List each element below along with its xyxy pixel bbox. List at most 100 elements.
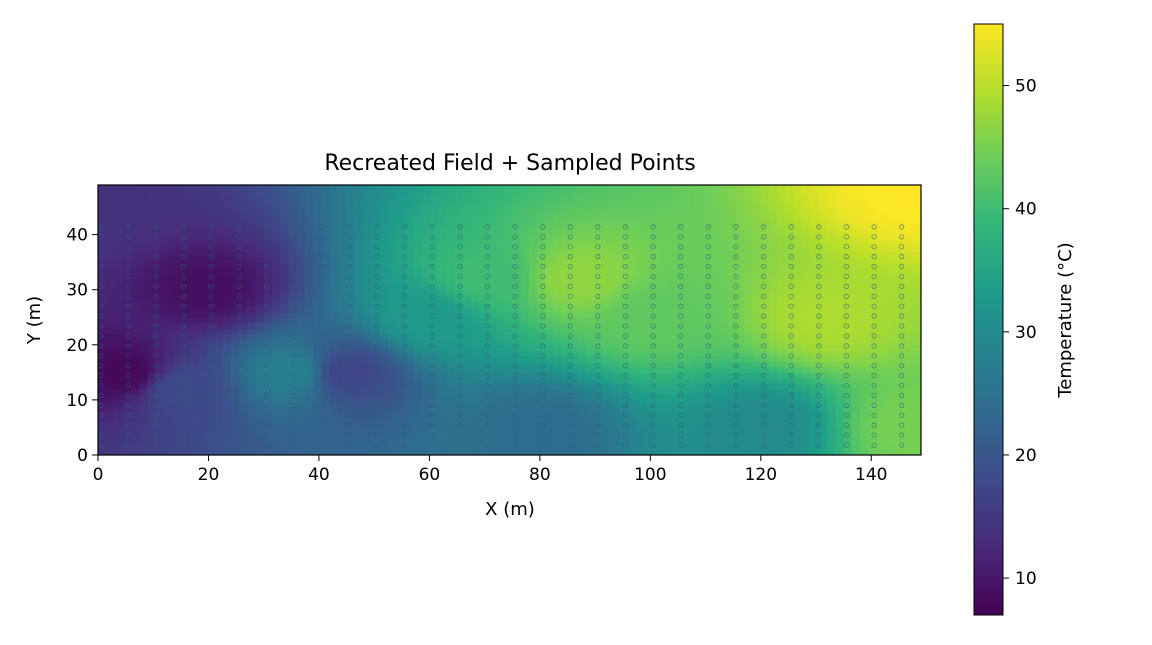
heatmap-cell: [528, 416, 538, 423]
heatmap-cell: [677, 339, 687, 346]
heatmap-cell: [545, 300, 555, 307]
heatmap-cell: [561, 311, 571, 318]
sample-point: [181, 283, 187, 289]
heatmap-cell: [412, 212, 422, 219]
heatmap-cell: [876, 344, 886, 351]
heatmap-cell: [470, 212, 480, 219]
heatmap-cell: [512, 317, 522, 324]
heatmap-cell: [793, 190, 803, 197]
heatmap-cell: [835, 383, 845, 390]
heatmap-cell: [777, 372, 787, 379]
heatmap-cell: [363, 394, 373, 401]
heatmap-cell: [156, 196, 165, 203]
heatmap-cell: [860, 212, 870, 219]
heatmap-cell: [98, 366, 107, 373]
heatmap-cell: [338, 388, 348, 395]
heatmap-cell: [528, 372, 538, 379]
heatmap-cell: [247, 328, 257, 335]
heatmap-cell: [876, 421, 886, 429]
heatmap-cell: [793, 251, 803, 258]
heatmap-cell: [495, 240, 505, 247]
heatmap-cell: [752, 388, 762, 395]
heatmap-cell: [885, 251, 894, 258]
heatmap-cell: [280, 207, 290, 214]
heatmap-cell: [495, 405, 505, 412]
heatmap-cell: [197, 333, 207, 340]
heatmap-cell: [777, 416, 787, 423]
heatmap-cell: [338, 328, 348, 335]
heatmap-cell: [669, 366, 679, 373]
heatmap-cell: [719, 322, 729, 329]
heatmap-cell: [238, 278, 248, 285]
heatmap-cell: [810, 278, 820, 285]
heatmap-cell: [156, 350, 165, 357]
heatmap-cell: [769, 185, 778, 192]
heatmap-cell: [653, 212, 662, 219]
heatmap-cell: [131, 421, 141, 429]
heatmap-cell: [387, 322, 397, 329]
heatmap-cell: [628, 306, 638, 313]
heatmap-cell: [611, 300, 621, 307]
heatmap-cell: [338, 421, 348, 429]
heatmap-cell: [379, 311, 389, 318]
heatmap-cell: [180, 366, 190, 373]
heatmap-cell: [694, 306, 704, 313]
heatmap-cell: [114, 196, 124, 203]
heatmap-cell: [868, 212, 878, 219]
heatmap-cell: [818, 438, 828, 445]
heatmap-cell: [437, 328, 447, 335]
heatmap-cell: [180, 300, 190, 307]
heatmap-cell: [479, 405, 489, 412]
heatmap-cell: [139, 432, 149, 440]
heatmap-cell: [520, 372, 530, 379]
heatmap-cell: [197, 278, 207, 285]
heatmap-cell: [669, 317, 679, 324]
heatmap-cell: [321, 317, 331, 324]
heatmap-cell: [354, 190, 364, 197]
heatmap-cell: [918, 295, 921, 302]
heatmap-cell: [669, 201, 679, 208]
heatmap-cell: [735, 289, 745, 296]
heatmap-cell: [321, 229, 331, 236]
heatmap-cell: [396, 421, 406, 429]
heatmap-cell: [321, 240, 331, 247]
heatmap-cell: [603, 185, 613, 192]
heatmap-cell: [139, 223, 149, 230]
heatmap-cell: [429, 212, 439, 219]
heatmap-cell: [321, 273, 331, 280]
heatmap-cell: [619, 218, 629, 225]
heatmap-cell: [338, 317, 348, 324]
heatmap-cell: [313, 344, 323, 351]
heatmap-cell: [769, 355, 778, 362]
heatmap-cell: [437, 350, 447, 357]
heatmap-cell: [495, 443, 505, 451]
heatmap-cell: [131, 377, 141, 384]
heatmap-cell: [752, 223, 762, 230]
heatmap-cell: [305, 427, 315, 434]
heatmap-cell: [827, 394, 836, 401]
heatmap-cell: [603, 416, 613, 423]
heatmap-cell: [189, 295, 199, 302]
heatmap-cell: [338, 284, 348, 291]
heatmap-cell: [329, 355, 339, 362]
heatmap-cell: [528, 311, 538, 318]
heatmap-cell: [305, 383, 315, 390]
heatmap-cell: [412, 361, 422, 368]
heatmap-cell: [495, 432, 505, 440]
heatmap-cell: [843, 196, 853, 203]
heatmap-cell: [387, 449, 397, 455]
heatmap-cell: [644, 328, 654, 335]
heatmap-cell: [769, 295, 778, 302]
heatmap-cell: [172, 449, 182, 455]
heatmap-cell: [661, 196, 671, 203]
heatmap-cell: [106, 344, 116, 351]
heatmap-cell: [694, 421, 704, 429]
heatmap-cell: [346, 388, 356, 395]
heatmap-cell: [346, 267, 356, 274]
heatmap-cell: [793, 372, 803, 379]
heatmap-cell: [851, 300, 861, 307]
heatmap-cell: [661, 449, 671, 455]
heatmap-cell: [470, 190, 480, 197]
heatmap-cell: [893, 372, 903, 379]
heatmap-cell: [545, 262, 555, 269]
